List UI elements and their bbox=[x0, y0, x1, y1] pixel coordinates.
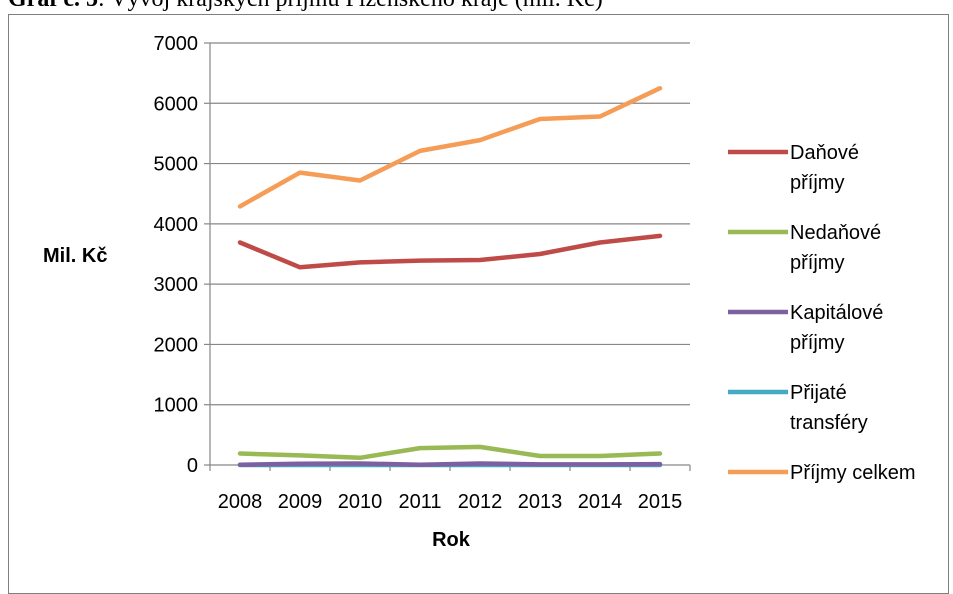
series-line bbox=[237, 233, 663, 270]
y-tick-label: 7000 bbox=[154, 33, 199, 55]
tick-labels: 0 1000 2000 3000 4000 5000 6000 7000 2008 2009 201… bbox=[154, 33, 683, 513]
y-tick-label: 0 bbox=[187, 455, 198, 477]
legend-label: Nedaňové bbox=[790, 222, 881, 244]
y-tick-label: 2000 bbox=[154, 334, 199, 356]
gridlines bbox=[210, 42, 690, 406]
caption-text: : Vývoj krajských příjmů Plzeňského kraj… bbox=[98, 0, 603, 12]
series-line bbox=[237, 444, 663, 461]
y-tick-label: 3000 bbox=[154, 274, 199, 296]
legend-label: příjmy bbox=[790, 252, 844, 274]
x-tick-label: 2015 bbox=[638, 491, 683, 513]
line-chart: 0 1000 2000 3000 4000 5000 6000 7000 2008 2009 201… bbox=[43, 33, 916, 551]
series-lines bbox=[237, 85, 663, 468]
y-axis-title: Mil. Kč bbox=[43, 245, 107, 267]
legend-label: příjmy bbox=[790, 172, 844, 194]
legend-label: Daňové bbox=[790, 142, 859, 164]
legend-label: Kapitálové bbox=[790, 302, 883, 324]
x-tick-label: 2010 bbox=[338, 491, 383, 513]
x-axis-title: Rok bbox=[432, 529, 471, 551]
x-tick-label: 2013 bbox=[518, 491, 563, 513]
x-tick-label: 2008 bbox=[218, 491, 263, 513]
x-tick-label: 2014 bbox=[578, 491, 623, 513]
legend-label: transféry bbox=[790, 412, 868, 434]
x-tick-label: 2012 bbox=[458, 491, 503, 513]
caption-prefix: Graf č. 5 bbox=[8, 0, 98, 12]
x-tick-label: 2011 bbox=[398, 491, 441, 513]
series-line bbox=[237, 85, 663, 209]
y-tick-label: 6000 bbox=[154, 93, 199, 115]
y-tick-label: 5000 bbox=[154, 154, 199, 176]
legend-label: Přijaté bbox=[790, 382, 847, 404]
legend-label: příjmy bbox=[790, 332, 844, 354]
y-tick-label: 4000 bbox=[154, 214, 199, 236]
y-tick-label: 1000 bbox=[154, 395, 199, 417]
x-tick-label: 2009 bbox=[278, 491, 323, 513]
figure-caption: Graf č. 5: Vývoj krajských příjmů Plzeňs… bbox=[8, 0, 603, 13]
series-line bbox=[237, 461, 663, 467]
legend: Daňové příjmy Nedaňové příjmy Kapitálové příj… bbox=[728, 142, 916, 484]
legend-label: Příjmy celkem bbox=[790, 462, 916, 484]
